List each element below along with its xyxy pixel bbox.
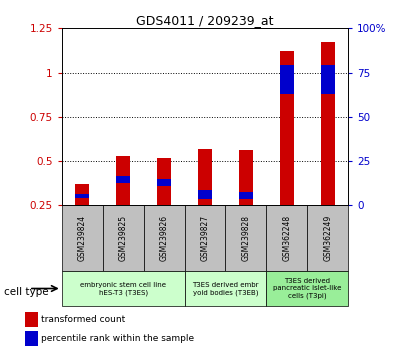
Bar: [157, 158, 171, 205]
Title: GDS4011 / 209239_at: GDS4011 / 209239_at: [136, 14, 274, 27]
FancyBboxPatch shape: [62, 205, 103, 271]
Text: GSM239824: GSM239824: [78, 215, 87, 261]
FancyBboxPatch shape: [225, 205, 266, 271]
Text: GSM239826: GSM239826: [160, 215, 168, 261]
Bar: [116, 156, 130, 205]
Text: percentile rank within the sample: percentile rank within the sample: [41, 334, 195, 343]
Bar: [198, 190, 212, 199]
FancyBboxPatch shape: [185, 271, 266, 306]
Bar: [239, 150, 253, 205]
Bar: [198, 149, 212, 205]
Text: GSM239825: GSM239825: [119, 215, 128, 261]
Bar: [157, 179, 171, 186]
FancyBboxPatch shape: [144, 205, 185, 271]
FancyBboxPatch shape: [185, 205, 225, 271]
FancyBboxPatch shape: [266, 205, 307, 271]
Text: cell type: cell type: [4, 287, 49, 297]
FancyBboxPatch shape: [103, 205, 144, 271]
Bar: [280, 65, 294, 94]
Bar: [239, 192, 253, 199]
Bar: [75, 194, 89, 198]
Text: GSM362248: GSM362248: [282, 215, 291, 261]
FancyBboxPatch shape: [307, 205, 348, 271]
Text: GSM362249: GSM362249: [323, 215, 332, 261]
Bar: [25, 331, 38, 346]
Bar: [280, 51, 294, 205]
FancyBboxPatch shape: [62, 271, 185, 306]
FancyBboxPatch shape: [266, 271, 348, 306]
Bar: [321, 65, 335, 94]
Bar: [25, 312, 38, 327]
Text: T3ES derived embr
yoid bodies (T3EB): T3ES derived embr yoid bodies (T3EB): [192, 281, 259, 296]
Bar: [116, 176, 130, 183]
Text: GSM239827: GSM239827: [201, 215, 209, 261]
Text: T3ES derived
pancreatic islet-like
cells (T3pi): T3ES derived pancreatic islet-like cells…: [273, 278, 341, 299]
Bar: [321, 42, 335, 205]
Text: embryonic stem cell line
hES-T3 (T3ES): embryonic stem cell line hES-T3 (T3ES): [80, 281, 166, 296]
Text: GSM239828: GSM239828: [242, 215, 250, 261]
Text: transformed count: transformed count: [41, 315, 126, 324]
Bar: [75, 184, 89, 205]
